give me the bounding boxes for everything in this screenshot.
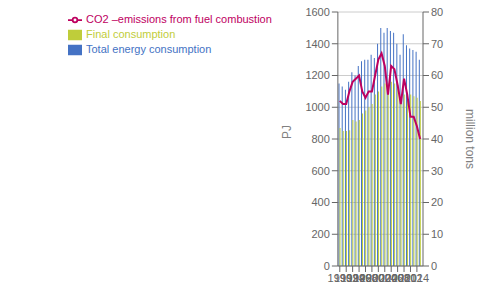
html-text:Final consumption: Final consumption [86, 28, 176, 41]
svg-text:0: 0 [431, 260, 437, 272]
svg-text:600: 600 [312, 165, 330, 177]
svg-text:800: 800 [312, 133, 330, 145]
svg-text:70: 70 [431, 38, 443, 50]
svg-text:30: 30 [431, 165, 443, 177]
html-text:Total energy consumption: Total energy consumption [86, 43, 212, 56]
svg-text:60: 60 [431, 69, 443, 81]
svg-text:10: 10 [431, 228, 443, 240]
html-text:CO2 –emissions from fuel combu: CO2 –emissions from fuel combustion [86, 13, 272, 25]
svg-text:50: 50 [431, 101, 443, 113]
svg-text:200: 200 [312, 228, 330, 240]
svg-text:1000: 1000 [305, 101, 329, 113]
svg-text:20: 20 [431, 196, 443, 208]
svg-text:2014: 2014 [405, 272, 429, 284]
svg-text:million tons: million tons [463, 109, 477, 169]
svg-text:1200: 1200 [305, 69, 329, 81]
svg-text:1600: 1600 [305, 8, 329, 18]
svg-text:40: 40 [431, 133, 443, 145]
svg-text:1400: 1400 [305, 38, 329, 50]
svg-text:400: 400 [312, 196, 330, 208]
svg-text:PJ: PJ [280, 125, 294, 139]
svg-text:0: 0 [324, 260, 330, 272]
svg-text:80: 80 [431, 8, 443, 18]
